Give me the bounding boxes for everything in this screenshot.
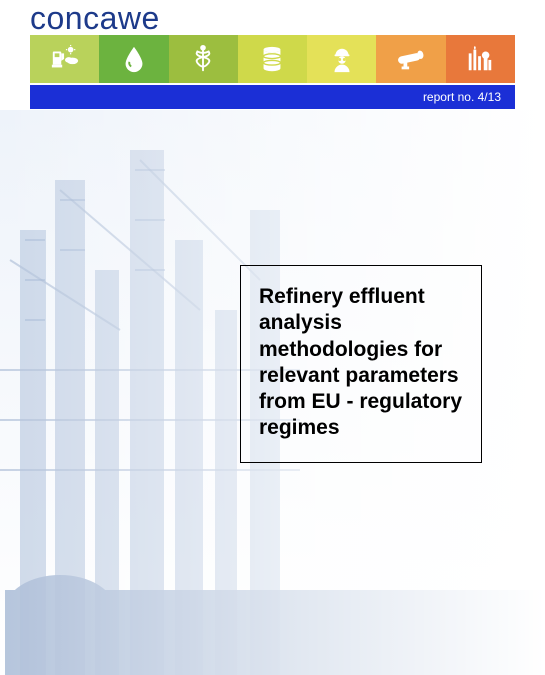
droplet-icon-svg	[119, 44, 149, 74]
pump-sun-cloud-icon	[30, 35, 99, 83]
pipe-icon	[376, 35, 445, 83]
worker-icon	[307, 35, 376, 83]
worker-icon-svg	[327, 44, 357, 74]
caduceus-icon	[169, 35, 238, 83]
report-number-bar: report no. 4/13	[30, 85, 515, 109]
report-number-text: report no. 4/13	[423, 90, 501, 104]
refinery-icon	[446, 35, 515, 83]
refinery-icon-svg	[465, 44, 495, 74]
pipe-icon-svg	[396, 44, 426, 74]
report-title-text: Refinery effluent analysis methodologies…	[259, 284, 463, 442]
caduceus-icon-svg	[188, 44, 218, 74]
report-title-box: Refinery effluent analysis methodologies…	[240, 265, 482, 463]
brand-logo: concawe	[30, 0, 160, 37]
droplet-icon	[99, 35, 168, 83]
icon-strip	[30, 35, 515, 83]
report-cover: concawe	[0, 0, 545, 675]
barrel-icon	[238, 35, 307, 83]
pump-sun-cloud-icon-svg	[50, 44, 80, 74]
barrel-icon-svg	[257, 44, 287, 74]
